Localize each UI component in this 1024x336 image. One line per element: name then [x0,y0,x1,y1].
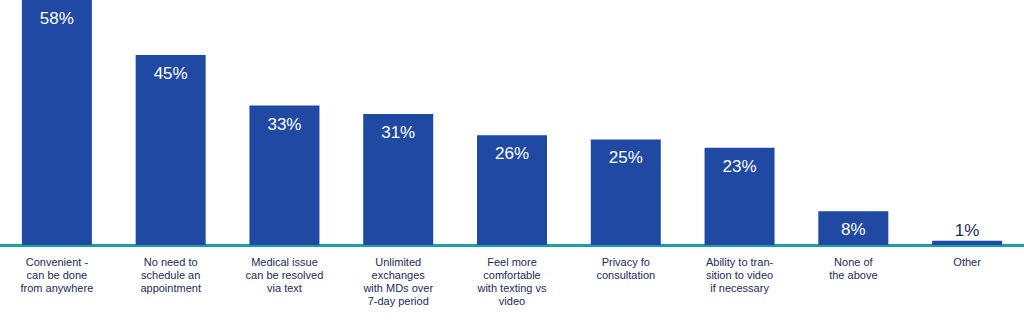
svg-text:schedule an: schedule an [141,269,200,281]
svg-text:8%: 8% [841,220,866,239]
svg-text:58%: 58% [40,9,74,28]
svg-text:31%: 31% [381,123,415,142]
svg-text:consultation: consultation [596,269,655,281]
svg-text:None of: None of [834,256,873,268]
svg-text:23%: 23% [723,157,757,176]
svg-text:sition to video: sition to video [706,269,773,281]
svg-text:video: video [499,295,525,307]
svg-text:1%: 1% [955,221,980,240]
svg-text:7-day period: 7-day period [368,295,429,307]
svg-text:Convenient -: Convenient - [26,256,89,268]
svg-text:25%: 25% [609,148,643,167]
svg-text:Ability to tran-: Ability to tran- [706,256,774,268]
svg-text:Medical issue: Medical issue [251,256,318,268]
svg-text:33%: 33% [267,115,301,134]
svg-text:exchanges: exchanges [372,269,426,281]
svg-text:from anywhere: from anywhere [21,282,94,294]
svg-text:Other: Other [953,256,981,268]
svg-text:Feel more: Feel more [487,256,537,268]
svg-text:comfortable: comfortable [483,269,540,281]
svg-text:via text: via text [267,282,302,294]
svg-text:26%: 26% [495,144,529,163]
svg-text:Unlimited: Unlimited [375,256,421,268]
svg-text:No need to: No need to [144,256,198,268]
svg-text:appointment: appointment [140,282,201,294]
svg-text:if necessary: if necessary [710,282,769,294]
svg-text:can be resolved: can be resolved [246,269,324,281]
svg-text:45%: 45% [154,64,188,83]
svg-text:with texting vs: with texting vs [476,282,547,294]
svg-text:Privacy fo: Privacy fo [602,256,650,268]
svg-text:can be done: can be done [27,269,88,281]
svg-text:the above: the above [829,269,877,281]
svg-text:with MDs over: with MDs over [362,282,433,294]
